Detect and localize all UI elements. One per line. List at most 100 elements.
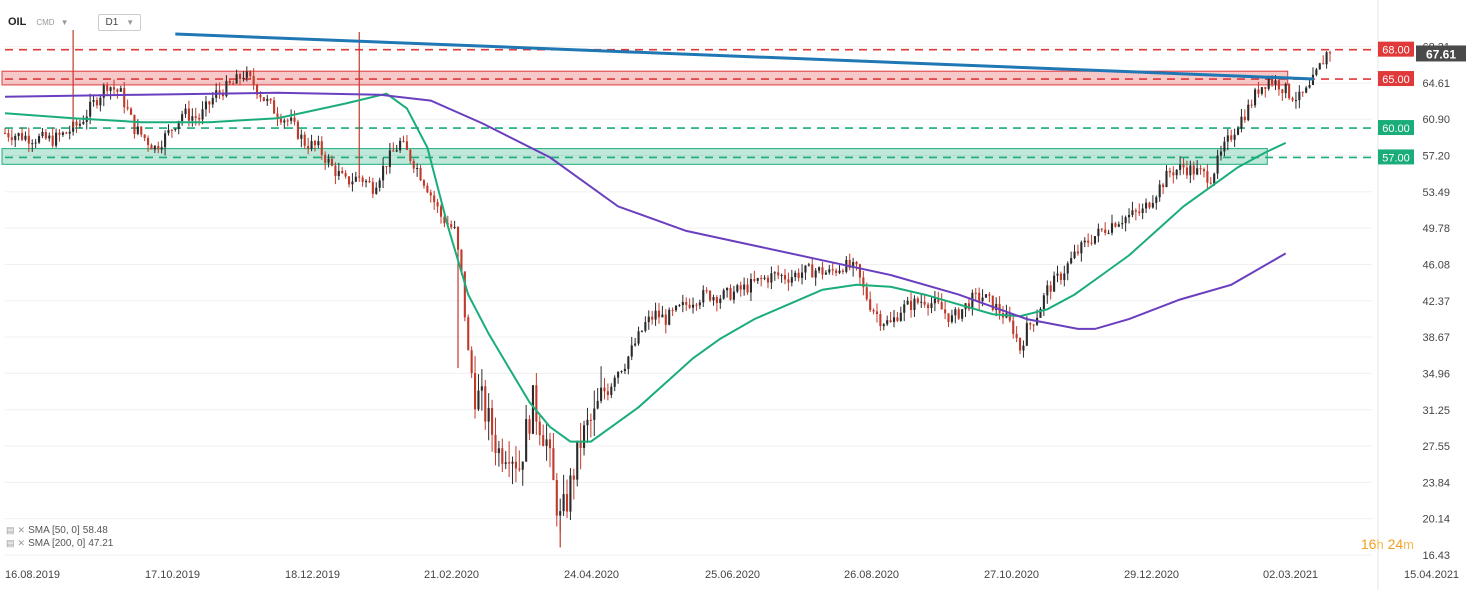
x-tick-label: 15.04.2021 xyxy=(1404,569,1459,581)
candle xyxy=(51,127,54,148)
instrument-bar: OIL CMD ▼ D1 ▼ xyxy=(8,12,142,32)
support-resistance-zones xyxy=(1,70,1289,165)
candle-body xyxy=(1271,78,1274,85)
candle-body xyxy=(395,150,398,152)
candle-body xyxy=(27,135,30,144)
candle-body xyxy=(1138,211,1141,214)
y-tick-label: 27.55 xyxy=(1422,441,1450,453)
candle xyxy=(1199,165,1202,175)
settings-icon[interactable]: ▤ xyxy=(6,525,15,535)
candle-body xyxy=(204,101,208,110)
close-icon[interactable]: ✕ xyxy=(17,538,26,548)
candle-body xyxy=(603,387,606,392)
candle-body xyxy=(1029,323,1032,325)
candle xyxy=(525,404,528,462)
candle xyxy=(732,285,735,304)
candle xyxy=(1049,281,1052,300)
candle-body xyxy=(1230,135,1233,140)
candle xyxy=(896,311,899,323)
symbol-label[interactable]: OIL xyxy=(8,16,27,28)
candle-body xyxy=(773,272,776,274)
candle-body xyxy=(508,462,511,464)
candle-body xyxy=(235,74,238,84)
candle-body xyxy=(664,314,667,325)
candle-body xyxy=(811,264,814,278)
candle xyxy=(944,301,947,320)
settings-icon[interactable]: ▤ xyxy=(6,538,15,548)
indicator-label: SMA [50, 0] xyxy=(28,525,80,536)
candle-body xyxy=(1240,116,1243,129)
candle xyxy=(34,138,37,149)
candle xyxy=(1134,208,1137,221)
candle xyxy=(181,110,184,126)
candle xyxy=(232,80,235,85)
candle-body xyxy=(99,97,102,106)
candle-body xyxy=(238,74,242,79)
y-tick-label: 42.37 xyxy=(1422,296,1450,308)
candle-body xyxy=(674,305,678,311)
candle xyxy=(3,127,7,135)
timeframe-select[interactable]: D1 ▼ xyxy=(98,13,142,31)
candle xyxy=(681,294,684,313)
candle xyxy=(10,129,13,146)
candle-body xyxy=(143,134,146,138)
candle xyxy=(153,145,156,154)
y-tick-label: 38.67 xyxy=(1422,332,1450,344)
candle-body xyxy=(467,317,470,351)
candle-body xyxy=(906,300,909,305)
candle xyxy=(668,307,671,326)
candle-body xyxy=(102,85,105,98)
candle xyxy=(44,129,47,140)
candle xyxy=(1291,96,1294,103)
candle xyxy=(245,66,248,82)
candle xyxy=(221,89,225,101)
candle-body xyxy=(1053,275,1056,292)
y-tick-label: 16.43 xyxy=(1422,550,1450,562)
candle-body xyxy=(1110,223,1114,233)
candle xyxy=(927,302,930,316)
candle xyxy=(157,141,160,154)
candle-body xyxy=(555,479,558,516)
candle-body xyxy=(525,419,528,462)
candle-body xyxy=(1073,251,1076,259)
moving-averages xyxy=(4,91,1287,443)
candle xyxy=(814,267,817,286)
candle xyxy=(1328,50,1332,62)
candle-body xyxy=(1012,320,1015,334)
candle xyxy=(242,71,245,82)
candle xyxy=(480,369,483,411)
chevron-down-icon[interactable]: ▼ xyxy=(60,17,69,27)
candle xyxy=(1196,160,1199,176)
candle xyxy=(1127,208,1131,224)
candle-body xyxy=(354,176,357,182)
candle-body xyxy=(961,309,964,319)
candle xyxy=(974,288,977,301)
candle-body xyxy=(542,435,545,446)
close-icon[interactable]: ✕ xyxy=(17,525,26,535)
candle xyxy=(855,260,858,271)
candle xyxy=(736,283,739,294)
candle-body xyxy=(477,390,480,410)
candle-body xyxy=(324,154,327,163)
candle xyxy=(1012,315,1015,339)
candle-body xyxy=(167,129,170,134)
candle xyxy=(1240,108,1243,133)
candle xyxy=(1053,271,1056,292)
candle xyxy=(1162,182,1165,195)
candle xyxy=(116,88,119,99)
candle-body xyxy=(300,134,303,139)
candle xyxy=(392,142,395,152)
candle xyxy=(41,128,44,139)
candle-body xyxy=(630,345,633,357)
candle xyxy=(147,135,150,152)
candle-body xyxy=(232,83,235,85)
candle-body xyxy=(913,298,916,311)
candle xyxy=(906,296,909,305)
candle xyxy=(756,277,759,284)
candle xyxy=(1284,82,1287,99)
candle-body xyxy=(535,385,538,422)
candle-body xyxy=(984,294,988,298)
candle xyxy=(729,284,732,301)
candle xyxy=(133,114,136,139)
